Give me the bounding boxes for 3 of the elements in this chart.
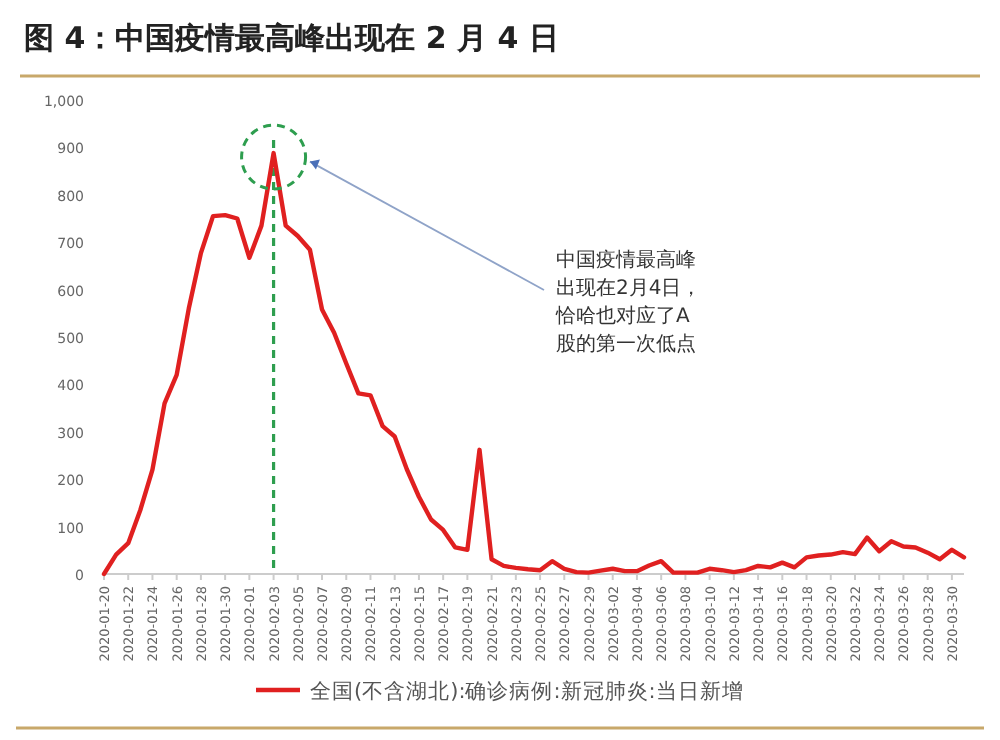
chart-title: 图 4：中国疫情最高峰出现在 2 月 4 日 [24,20,559,56]
legend-label: 全国(不含湖北):确诊病例:新冠肺炎:当日新增 [310,678,744,704]
annotation: 中国疫情最高峰出现在2月4日，恰哈也对应了A股的第一次低点 [554,248,702,356]
